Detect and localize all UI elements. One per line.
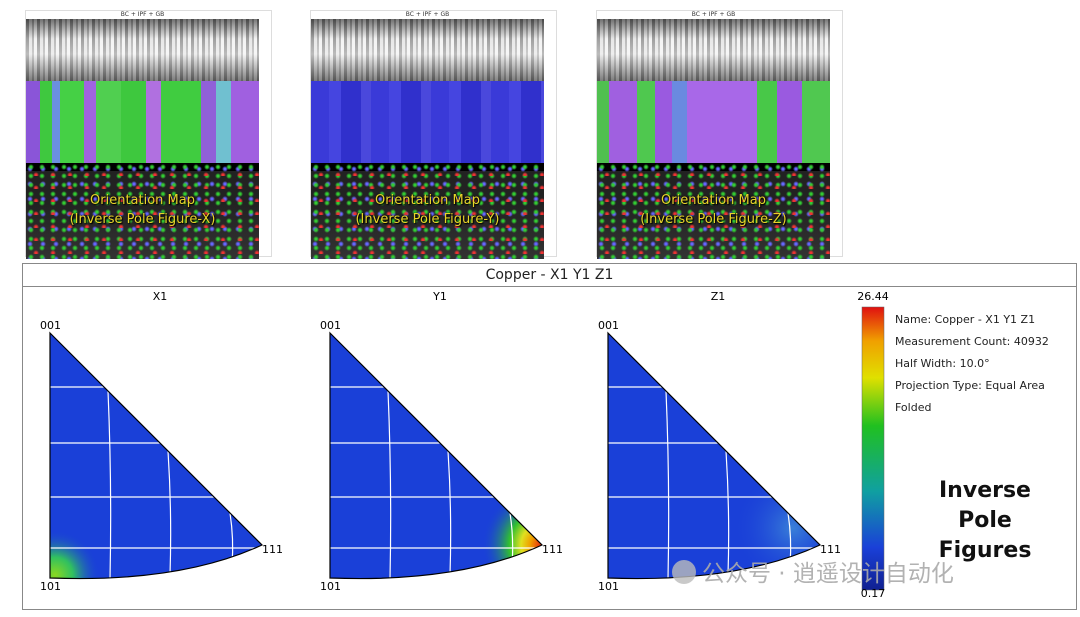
- pole-figure: Z1 001 101 111: [598, 290, 841, 593]
- map-panel: BC + IPF + GB Orientation Map (Inverse P…: [310, 10, 557, 259]
- grid-line: [447, 450, 452, 576]
- corner-label: 111: [542, 543, 563, 556]
- map-image: Orientation Map (Inverse Pole Figure-X): [26, 19, 259, 259]
- corner-label: 101: [598, 580, 619, 593]
- map-caption: (Inverse Pole Figure-Y): [355, 212, 500, 227]
- side-label: Pole: [958, 508, 1012, 533]
- map-caption: Orientation Map: [90, 193, 195, 208]
- pole-figure: Y1 001 101 111: [320, 290, 563, 593]
- info-line: Measurement Count: 40932: [895, 335, 1049, 348]
- info-line: Folded: [895, 401, 931, 414]
- info-line: Name: Copper - X1 Y1 Z1: [895, 313, 1035, 326]
- map-image: Orientation Map (Inverse Pole Figure-Z): [597, 19, 830, 259]
- grid-line: [665, 390, 670, 579]
- grid-line: [725, 450, 730, 576]
- map-caption: (Inverse Pole Figure-X): [69, 212, 216, 227]
- map-caption: Orientation Map: [661, 193, 766, 208]
- grid-line: [167, 450, 172, 576]
- watermark: 公众号 · 逍遥设计自动化: [702, 561, 954, 587]
- pole-figure: X1 001 101 111: [40, 290, 283, 593]
- corner-label: 101: [40, 580, 61, 593]
- map-caption: Orientation Map: [375, 193, 480, 208]
- side-label: Inverse: [939, 478, 1031, 503]
- corner-label: 001: [320, 319, 341, 332]
- panel-label: X1: [153, 290, 168, 303]
- panel-label: Z1: [711, 290, 726, 303]
- colorbar-min: 0.17: [861, 587, 886, 600]
- corner-label: 111: [820, 543, 841, 556]
- info-line: Projection Type: Equal Area: [895, 379, 1045, 392]
- map-title: BC + IPF + GB: [691, 11, 736, 18]
- map-panel: BC + IPF + GB Orientation Map (Inverse P…: [596, 10, 843, 259]
- corner-label: 111: [262, 543, 283, 556]
- map-title: BC + IPF + GB: [405, 11, 450, 18]
- corner-label: 001: [598, 319, 619, 332]
- colorbar: [861, 306, 885, 591]
- panel-label: Y1: [432, 290, 447, 303]
- intensity-hotspot: [50, 530, 100, 579]
- grid-line: [387, 390, 392, 579]
- side-label: Figures: [939, 538, 1032, 563]
- map-caption: (Inverse Pole Figure-Z): [640, 212, 787, 227]
- colorbar-max: 26.44: [857, 290, 889, 303]
- intensity-hotspot: [733, 468, 820, 579]
- watermark-icon: [672, 560, 696, 584]
- map-panel: BC + IPF + GB Orientation Map (Inverse P…: [25, 10, 272, 259]
- map-title: BC + IPF + GB: [120, 11, 165, 18]
- triangle-outline: [49, 331, 264, 580]
- info-line: Half Width: 10.0°: [895, 357, 990, 370]
- corner-label: 001: [40, 319, 61, 332]
- corner-label: 101: [320, 580, 341, 593]
- triangle-outline: [607, 331, 822, 580]
- grid-line: [107, 390, 112, 579]
- triangle-outline: [329, 331, 544, 580]
- map-image: Orientation Map (Inverse Pole Figure-Y): [311, 19, 544, 259]
- triangle: [50, 333, 262, 579]
- pole-figure-title: Copper - X1 Y1 Z1: [23, 264, 1076, 287]
